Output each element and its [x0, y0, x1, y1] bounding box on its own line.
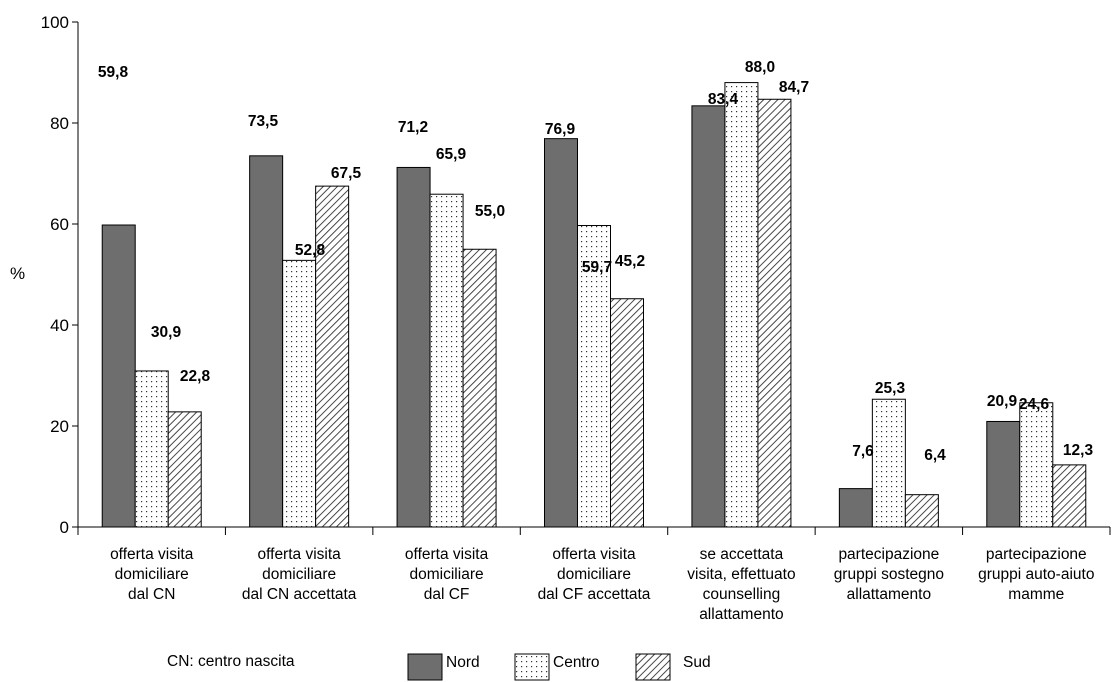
data-label-nord-2: 73,5 — [248, 113, 279, 130]
data-label-centro-4: 59,7 — [582, 259, 612, 276]
bar-centro-2 — [282, 259, 317, 528]
category-label: counselling — [703, 586, 781, 603]
data-label-sud-1: 22,8 — [180, 368, 211, 385]
category-label: partecipazione — [838, 546, 939, 563]
data-label-nord-1: 59,8 — [98, 64, 129, 81]
data-label-sud-4: 45,2 — [615, 253, 645, 270]
data-label-centro-1: 30,9 — [151, 324, 182, 341]
bar-centro-6 — [871, 398, 906, 528]
bar-sud-3 — [462, 248, 497, 528]
category-label: mamme — [1008, 586, 1064, 603]
data-label-centro-3: 65,9 — [436, 146, 467, 163]
bar-centro-4 — [577, 225, 611, 528]
category-labels: offerta visita domiciliare dal CN offerta v… — [110, 546, 1094, 623]
legend: Nord Centro Sud — [407, 653, 711, 681]
data-label-sud-2: 67,5 — [331, 165, 362, 182]
category-label: offerta visita — [257, 546, 341, 563]
data-label-centro-6: 25,3 — [875, 380, 906, 397]
bar-nord-5 — [691, 105, 726, 528]
bar-centro-5 — [724, 82, 759, 528]
category-label: gruppi sostegno — [834, 566, 944, 583]
data-label-nord-4: 76,9 — [545, 121, 576, 138]
y-tick-label: 20 — [50, 417, 69, 436]
category-label: domiciliare — [262, 566, 336, 583]
data-label-nord-5: 83,4 — [708, 91, 739, 108]
bar-sud-6 — [904, 494, 939, 528]
legend-label-sud: Sud — [683, 654, 711, 671]
data-label-nord-7: 20,9 — [987, 393, 1018, 410]
bar-sud-4 — [610, 298, 644, 528]
bar-sud-2 — [315, 185, 350, 528]
category-label: se accettata — [700, 546, 784, 563]
category-label: domiciliare — [115, 566, 189, 583]
bar-nord-6 — [838, 488, 873, 528]
category-label: domiciliare — [557, 566, 631, 583]
data-label-centro-7: 24,6 — [1019, 396, 1050, 413]
bar-nord-7 — [986, 420, 1021, 528]
data-label-nord-6: 7,6 — [852, 443, 874, 460]
data-label-sud-6: 6,4 — [924, 447, 946, 464]
bar-nord-4 — [544, 138, 578, 528]
bars — [101, 82, 1087, 528]
bar-sud-5 — [757, 98, 792, 528]
category-label: allattamento — [699, 606, 783, 623]
footnote: CN: centro nascita — [167, 653, 295, 670]
category-label: allattamento — [847, 586, 931, 603]
category-label: partecipazione — [986, 546, 1087, 563]
category-label: offerta visita — [552, 546, 636, 563]
y-tick-label: 100 — [41, 13, 69, 32]
bar-sud-7 — [1052, 464, 1087, 528]
category-label: offerta visita — [110, 546, 194, 563]
y-tick-label: 80 — [50, 114, 69, 133]
category-label: dal CN — [128, 586, 175, 603]
data-label-nord-3: 71,2 — [398, 119, 428, 136]
data-label-sud-7: 12,3 — [1063, 442, 1094, 459]
legend-swatch-nord — [407, 653, 443, 681]
category-label: dal CF — [424, 586, 470, 603]
category-label: visita, effettuato — [687, 566, 795, 583]
category-label: offerta visita — [405, 546, 489, 563]
legend-label-nord: Nord — [446, 654, 480, 671]
legend-label-centro: Centro — [553, 654, 600, 671]
bar-centro-1 — [134, 370, 169, 528]
category-label: dal CF accettata — [538, 586, 651, 603]
data-label-centro-2: 52,8 — [295, 242, 326, 259]
bar-centro-3 — [429, 193, 464, 528]
y-axis-label: % — [10, 264, 25, 283]
category-label: dal CN accettata — [242, 586, 357, 603]
bar-centro-7 — [1019, 402, 1054, 528]
data-label-sud-5: 84,7 — [779, 79, 809, 96]
y-tick-label: 40 — [50, 316, 69, 335]
data-label-sud-3: 55,0 — [475, 203, 505, 220]
data-labels: 59,8 73,5 71,2 76,9 83,4 7,6 20,9 30,9 52,8 65,9 5… — [98, 59, 1094, 464]
category-label: gruppi auto-aiuto — [978, 566, 1094, 583]
category-label: domiciliare — [410, 566, 484, 583]
bar-nord-1 — [101, 224, 136, 528]
legend-swatch-sud — [635, 653, 671, 681]
bar-nord-2 — [249, 155, 284, 528]
y-tick-label: 0 — [60, 518, 69, 537]
data-label-centro-5: 88,0 — [745, 59, 775, 76]
legend-swatch-centro — [514, 653, 550, 681]
bar-sud-1 — [167, 411, 202, 528]
y-tick-label: 60 — [50, 215, 69, 234]
bar-nord-3 — [396, 166, 431, 528]
